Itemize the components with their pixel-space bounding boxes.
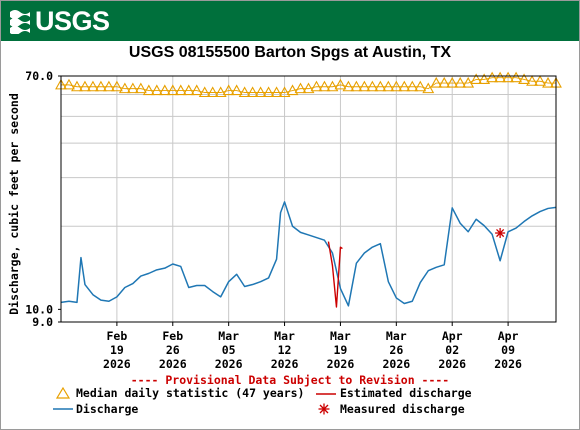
median-marker: [446, 76, 459, 88]
y-tick-label: 10.0: [25, 302, 53, 316]
median-marker: [390, 80, 403, 92]
median-marker: [334, 78, 347, 90]
median-marker: [134, 82, 147, 94]
x-tick-label: 2026: [494, 357, 522, 371]
median-marker: [87, 80, 99, 92]
usgs-wave-icon: [10, 10, 30, 34]
median-marker: [174, 84, 187, 96]
median-marker: [158, 84, 171, 96]
median-marker: [358, 80, 371, 92]
x-tick-label: 2026: [215, 357, 243, 371]
median-marker: [406, 80, 419, 92]
median-marker: [294, 82, 307, 94]
median-marker: [94, 80, 107, 92]
median-marker: [246, 86, 259, 98]
median-marker: [510, 71, 523, 83]
x-tick-label: Mar: [330, 329, 351, 343]
series-layer: [55, 71, 562, 308]
legend-measured-label: Measured discharge: [340, 402, 465, 416]
median-marker: [222, 84, 235, 96]
measured-discharge-point: [495, 228, 506, 239]
x-tick-label: Apr: [442, 329, 463, 343]
x-tick-label: 2026: [103, 357, 131, 371]
x-tick-label: 05: [222, 343, 236, 357]
median-marker: [102, 80, 115, 92]
median-marker: [430, 76, 443, 88]
median-marker: [182, 84, 195, 96]
x-tick-label: 26: [166, 343, 180, 357]
median-marker: [79, 80, 91, 92]
legend-discharge-line-icon: [53, 408, 73, 410]
median-marker: [366, 80, 379, 92]
median-marker: [63, 78, 75, 90]
median-marker: [494, 71, 507, 83]
x-tick-label: Mar: [386, 329, 407, 343]
legend-median-label: Median daily statistic (47 years): [76, 386, 305, 400]
plot-area-border: [60, 75, 557, 323]
chart-title: USGS 08155500 Barton Spgs at Austin, TX: [128, 44, 452, 61]
x-tick-label: 26: [389, 343, 403, 357]
median-marker: [462, 76, 475, 88]
usgs-banner: USGS: [1, 1, 579, 41]
legend-discharge-label: Discharge: [76, 402, 139, 416]
median-marker: [230, 84, 243, 96]
median-marker: [190, 84, 203, 96]
median-marker: [534, 75, 546, 86]
x-tick-label: 12: [278, 343, 292, 357]
y-tick-label: 70.0: [25, 69, 53, 83]
discharge-line: [60, 201, 557, 307]
median-marker: [206, 86, 219, 98]
x-tick-label: 2026: [438, 357, 466, 371]
x-tick-label: 2026: [159, 357, 187, 371]
legend-triangle-icon: [56, 387, 70, 399]
provisional-note: ---- Provisional Data Subject to Revisio…: [130, 373, 450, 387]
median-marker: [382, 80, 395, 92]
x-tick-label: 19: [110, 343, 124, 357]
median-marker: [262, 86, 275, 98]
x-tick-label: Feb: [106, 329, 127, 343]
x-tick-label: 2026: [271, 357, 299, 371]
median-marker: [166, 84, 179, 96]
usgs-logo-text: USGS: [35, 5, 110, 36]
median-marker: [502, 71, 515, 83]
x-tick-label: Apr: [498, 329, 519, 343]
x-tick-label: 02: [445, 343, 459, 357]
legend-asterisk-icon: [318, 403, 330, 415]
median-line: [61, 77, 556, 93]
legend-estimated-label: Estimated discharge: [340, 386, 472, 400]
legend-estimated-line-icon: [316, 393, 336, 395]
median-marker: [470, 73, 483, 85]
x-tick-label: Mar: [218, 329, 239, 343]
x-tick-label: 2026: [382, 357, 410, 371]
x-axis-ticks: Feb192026Feb262026Mar052026Mar122026Mar1…: [103, 322, 522, 371]
median-marker: [254, 86, 267, 98]
x-tick-label: 19: [334, 343, 348, 357]
x-tick-label: 2026: [327, 357, 355, 371]
median-marker: [454, 76, 467, 88]
median-marker: [438, 76, 451, 88]
x-tick-label: 09: [501, 343, 515, 357]
usgs-logo[interactable]: USGS: [9, 5, 110, 37]
median-marker: [126, 82, 139, 94]
y-axis-label: Discharge, cubic feet per second: [7, 93, 21, 315]
estimated-discharge-line: [327, 241, 343, 308]
median-marker: [318, 80, 331, 92]
x-tick-label: Feb: [162, 329, 183, 343]
grid-lines: [61, 76, 556, 322]
y-tick-label: 9.0: [32, 315, 53, 329]
median-marker: [398, 80, 411, 92]
x-tick-label: Mar: [274, 329, 295, 343]
median-marker: [486, 71, 499, 83]
median-marker: [150, 84, 163, 96]
median-marker: [270, 86, 283, 98]
median-marker: [310, 80, 323, 92]
y-axis-ticks: 70.0 10.09.0: [25, 69, 61, 329]
median-marker: [350, 80, 363, 92]
median-marker: [414, 80, 427, 92]
median-marker: [110, 80, 123, 92]
median-marker: [374, 80, 387, 92]
